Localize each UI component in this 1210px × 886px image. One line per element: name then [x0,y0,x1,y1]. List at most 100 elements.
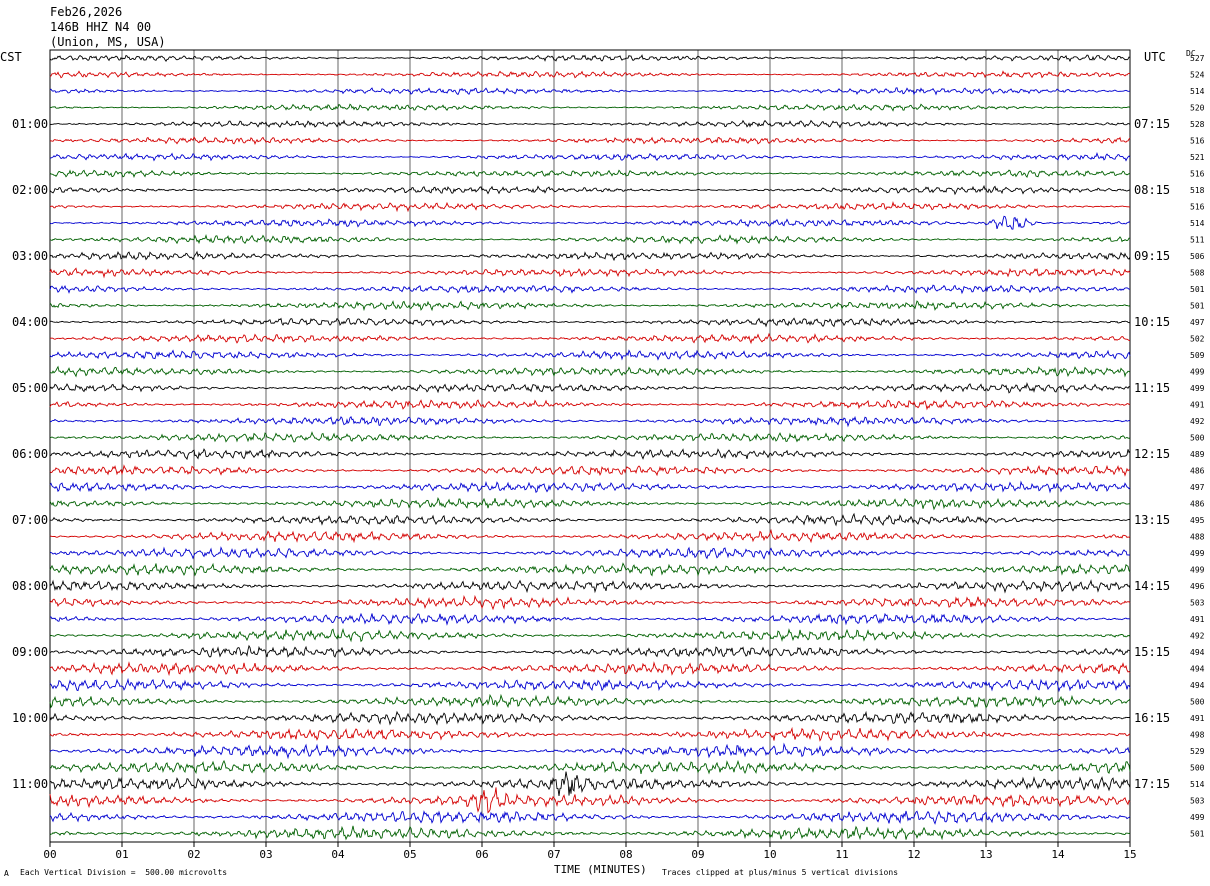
clip-note: Traces clipped at plus/minus 5 vertical … [662,868,899,877]
dc-offset-label: 492 [1190,632,1205,641]
left-hour-label: 01:00 [12,117,48,131]
x-tick-label: 06 [475,848,488,861]
dc-offset-label: 494 [1190,665,1205,674]
dc-offset-label: 499 [1190,384,1205,393]
seismic-trace [49,381,1131,394]
seismic-trace [49,152,1131,162]
dc-offset-label: 509 [1190,351,1205,360]
x-tick-label: 08 [619,848,632,861]
dc-offset-label: 486 [1190,467,1205,476]
scale-note: Each Vertical Division = 500.00 microvol… [20,868,228,877]
seismic-trace [49,70,1131,79]
seismic-trace [49,742,1131,760]
dc-offset-label: 514 [1190,87,1205,96]
left-hour-label: 10:00 [12,711,48,725]
dc-offset-label: 516 [1190,203,1205,212]
seismic-trace [49,627,1131,643]
dc-offset-label: 486 [1190,500,1205,509]
x-tick-label: 13 [979,848,992,861]
dc-offset-label: 503 [1190,797,1205,806]
dc-offset-label: 508 [1190,269,1205,278]
seismic-trace [49,349,1131,361]
right-hour-label: 10:15 [1134,315,1170,329]
seismic-trace [50,612,1131,626]
x-tick-label: 00 [43,848,56,861]
x-tick-label: 15 [1123,848,1136,861]
seismic-trace [49,136,1131,145]
seismic-trace [49,431,1131,443]
seismic-trace [49,579,1131,594]
seismic-trace [50,365,1131,378]
dc-offset-label: 516 [1190,170,1205,179]
dc-offset-label: 496 [1190,582,1205,591]
seismic-trace [49,710,1131,726]
seismic-trace [49,546,1131,560]
dc-offset-label: 501 [1190,302,1205,311]
right-timezone-label: UTC [1144,50,1166,64]
dc-offset-label: 527 [1190,54,1205,63]
left-hour-label: 05:00 [12,381,48,395]
seismic-trace [49,825,1131,841]
seismic-trace [49,787,1131,814]
right-hour-label: 14:15 [1134,579,1170,593]
dc-offset-label: 500 [1190,434,1205,443]
x-axis-title: TIME (MINUTES) [554,863,647,876]
x-tick-label: 10 [763,848,776,861]
dc-offset-label: 502 [1190,335,1205,344]
right-hour-label: 17:15 [1134,777,1170,791]
x-tick-label: 05 [403,848,416,861]
dc-offset-label: 499 [1190,566,1205,575]
seismic-trace [49,233,1131,245]
seismic-trace [49,184,1131,196]
dc-offset-label: 500 [1190,698,1205,707]
x-tick-label: 03 [259,848,272,861]
x-tick-label: 11 [835,848,848,861]
dc-offset-label: 500 [1190,764,1205,773]
dc-offset-label: 494 [1190,648,1205,657]
right-hour-label: 09:15 [1134,249,1170,263]
seismic-trace [49,661,1131,677]
seismic-trace [50,332,1131,345]
x-tick-label: 01 [115,848,128,861]
left-hour-label: 07:00 [12,513,48,527]
dc-offset-label: 499 [1190,368,1205,377]
dc-offset-label: 501 [1190,285,1205,294]
dc-offset-label: 516 [1190,137,1205,146]
left-hour-label: 08:00 [12,579,48,593]
seismic-trace [49,644,1131,658]
dc-offset-label: 491 [1190,714,1205,723]
seismic-trace [49,119,1131,129]
left-hour-label: 06:00 [12,447,48,461]
x-tick-label: 09 [691,848,704,861]
seismic-trace [49,497,1131,511]
seismic-trace [49,267,1131,279]
seismic-trace [49,448,1131,461]
seismic-trace [49,54,1131,63]
dc-offset-label: 514 [1190,780,1205,789]
right-hour-label: 07:15 [1134,117,1170,131]
x-tick-label: 07 [547,848,560,861]
dc-offset-label: 499 [1190,813,1205,822]
dc-offset-label: 518 [1190,186,1205,195]
seismic-trace [49,594,1131,611]
dc-offset-label: 492 [1190,417,1205,426]
seismic-trace [49,200,1130,213]
seismic-trace [49,759,1131,775]
seismic-trace [49,87,1131,96]
seismic-trace [49,726,1131,742]
left-hour-label: 03:00 [12,249,48,263]
seismic-trace [49,810,1131,825]
footer-mark: A [4,869,9,878]
seismic-trace [49,284,1131,295]
seismic-trace [49,169,1131,179]
left-timezone-label: CST [0,50,22,64]
seismic-trace [49,562,1131,577]
right-hour-label: 08:15 [1134,183,1170,197]
right-hour-label: 15:15 [1134,645,1170,659]
dc-offset-label: 495 [1190,516,1205,525]
dc-offset-label: 491 [1190,401,1205,410]
dc-offset-label: 491 [1190,615,1205,624]
dc-offset-label: 494 [1190,681,1205,690]
dc-offset-label: 511 [1190,236,1205,245]
seismic-trace [49,317,1131,328]
